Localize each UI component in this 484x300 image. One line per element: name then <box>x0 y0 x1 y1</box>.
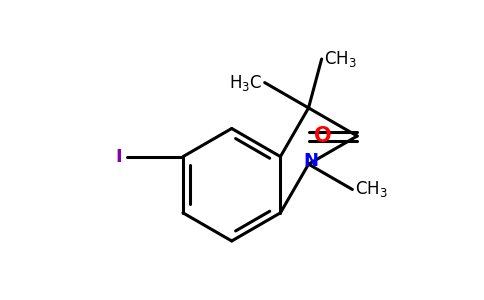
Text: CH$_3$: CH$_3$ <box>355 179 388 200</box>
Text: I: I <box>116 148 122 166</box>
Text: O: O <box>314 126 332 146</box>
Text: N: N <box>304 152 319 170</box>
Text: H$_3$C: H$_3$C <box>228 73 262 93</box>
Text: CH$_3$: CH$_3$ <box>324 49 357 69</box>
